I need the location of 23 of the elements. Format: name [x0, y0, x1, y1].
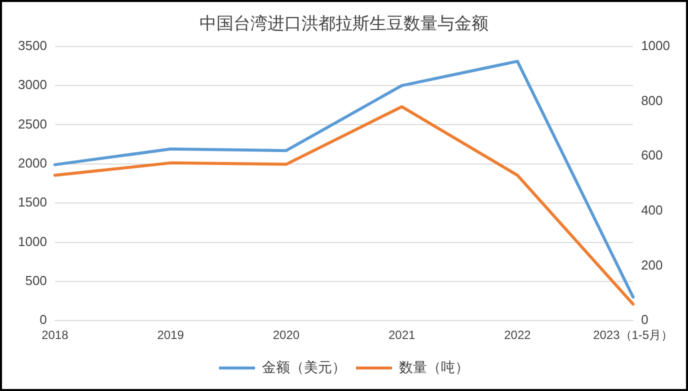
y-tick-label: 0 — [40, 312, 47, 328]
x-tick-label: 2019 — [157, 328, 184, 342]
y2-tick-label: 1000 — [641, 38, 670, 53]
x-tick-label: 2020 — [272, 328, 300, 342]
y-tick-label: 3500 — [18, 38, 47, 53]
y-tick-label: 500 — [25, 273, 47, 288]
legend-label: 金额（美元） — [262, 358, 346, 375]
legend-label: 数量（吨） — [399, 358, 469, 375]
y2-tick-label: 0 — [641, 312, 648, 328]
x-tick-label: 2023（1-5月） — [593, 328, 674, 342]
y-tick-label: 1500 — [18, 194, 47, 210]
chart-title: 中国台湾进口洪都拉斯生豆数量与金额 — [200, 14, 488, 33]
y2-tick-label: 200 — [641, 257, 663, 272]
x-tick-label: 2021 — [388, 328, 416, 342]
y2-tick-label: 600 — [641, 148, 663, 163]
y-tick-label: 2500 — [18, 116, 47, 132]
y-tick-label: 2000 — [18, 155, 47, 170]
y-tick-label: 3000 — [18, 77, 47, 92]
y2-tick-label: 400 — [641, 202, 663, 218]
x-tick-label: 2022 — [504, 328, 532, 342]
x-tick-label: 2018 — [42, 328, 69, 342]
y-tick-label: 1000 — [18, 234, 47, 249]
y2-tick-label: 800 — [641, 92, 663, 108]
